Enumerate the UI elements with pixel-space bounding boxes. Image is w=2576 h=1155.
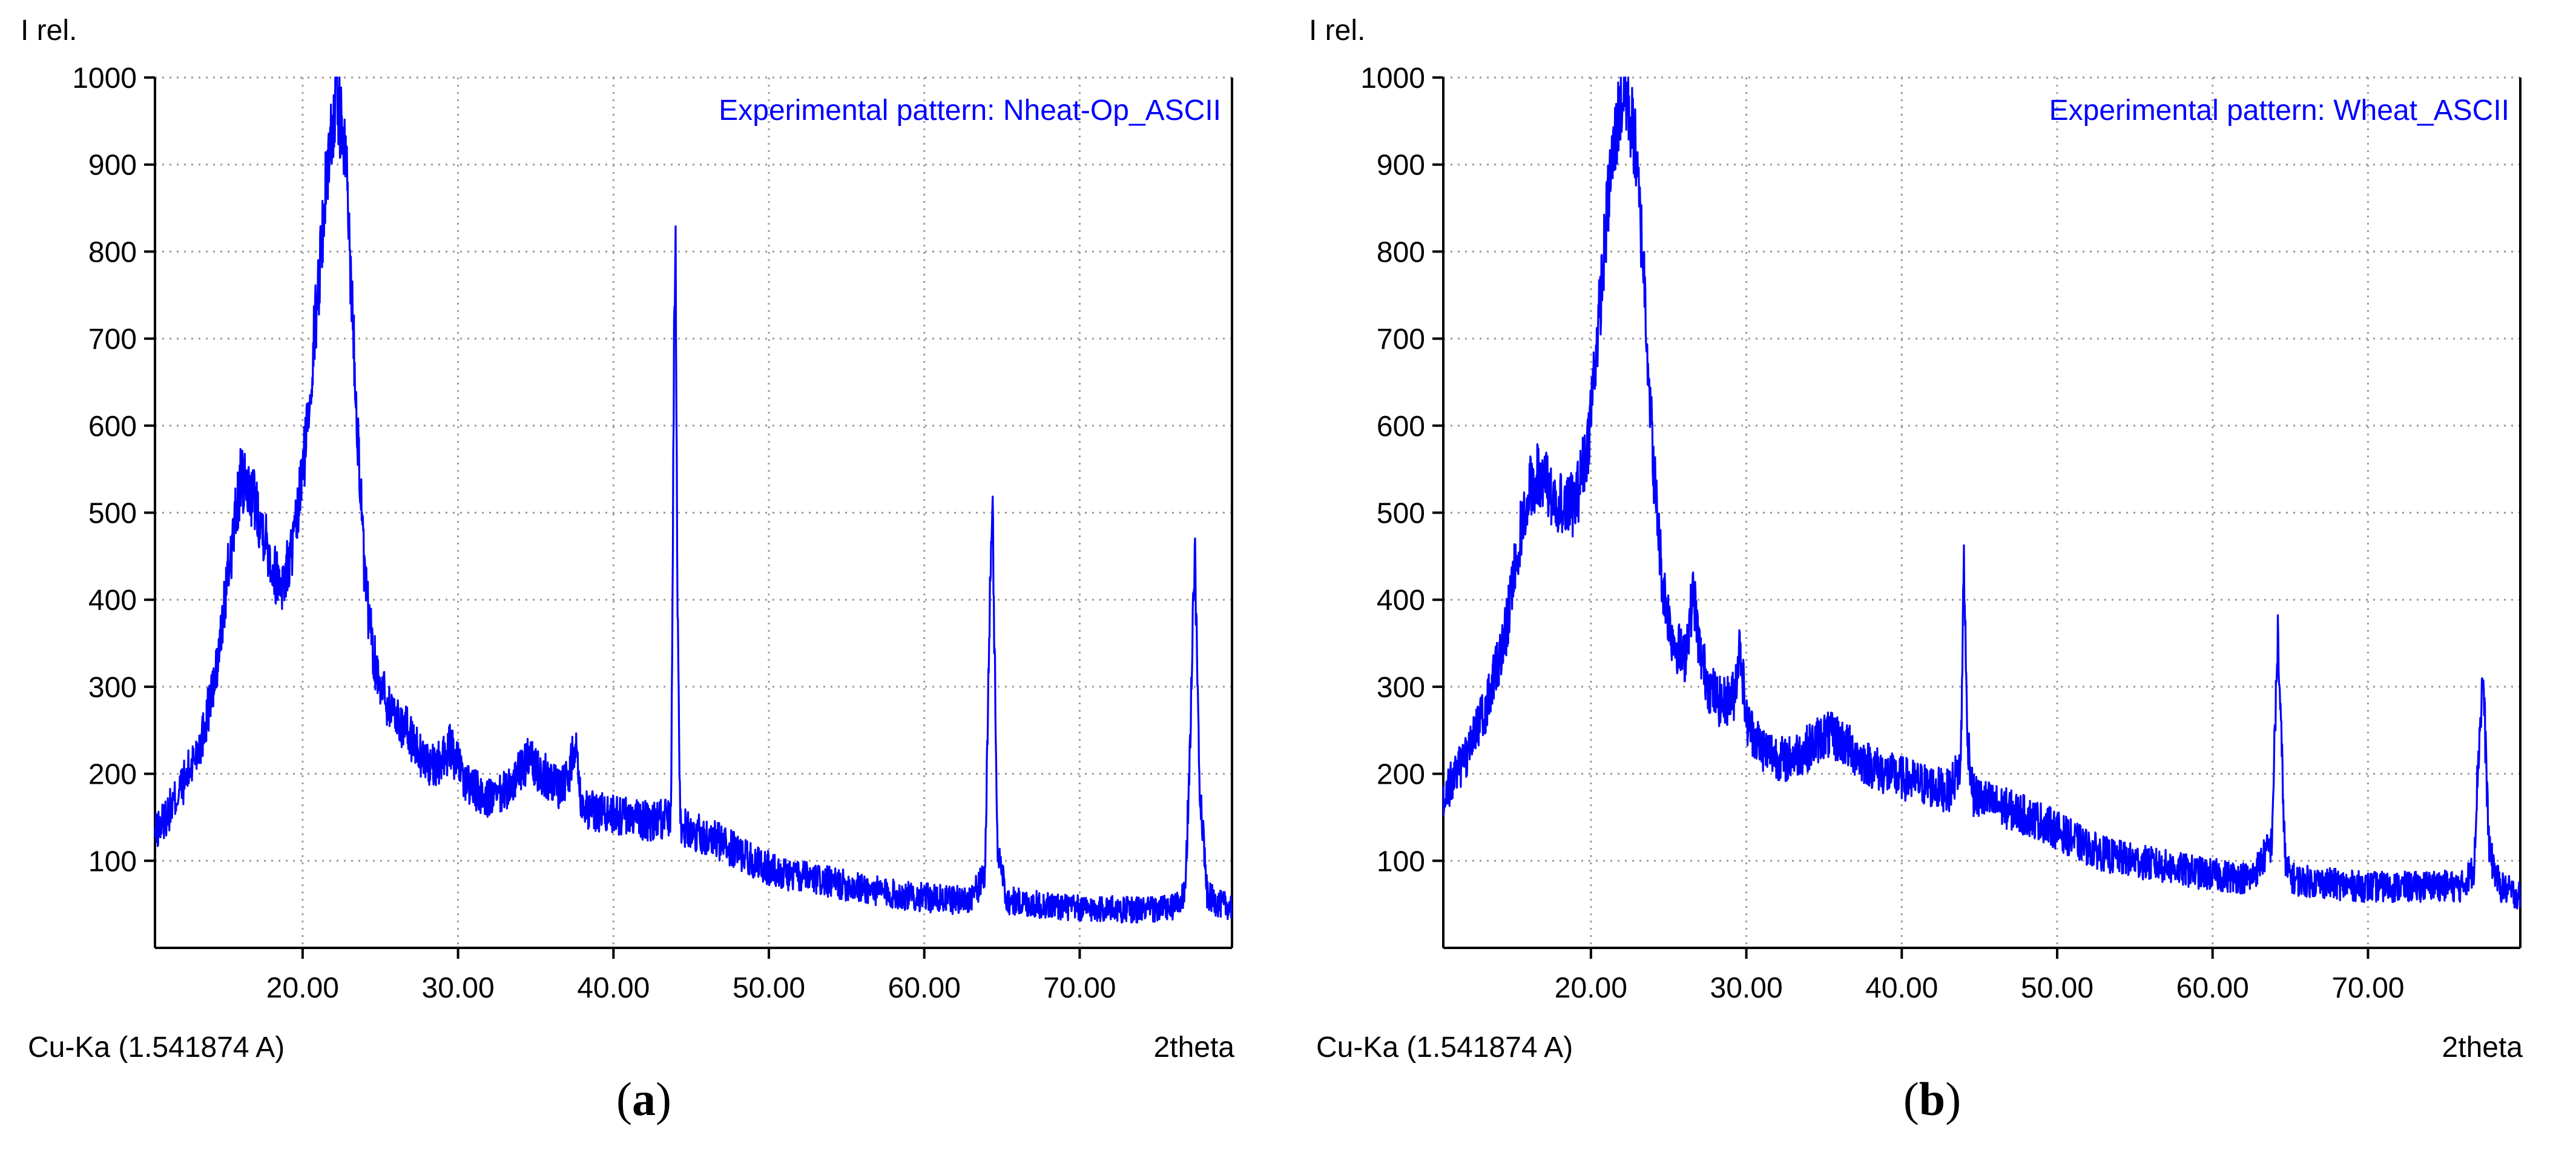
x-tick-label: 40.00 xyxy=(1865,972,1938,1004)
x-axis-label: 2theta xyxy=(1154,1031,1235,1064)
x-tick-label: 30.00 xyxy=(1710,972,1783,1004)
x-tick-label: 30.00 xyxy=(422,972,495,1004)
x-axis-label: 2theta xyxy=(2442,1031,2523,1064)
xrd-chart-a: 100 200 300 400 500 600 700 800 900 1000 20.00 30.0… xyxy=(21,15,1235,1064)
panel-label-a: (a) xyxy=(616,1073,671,1125)
radiation-label: Cu-Ka (1.541874 A) xyxy=(28,1031,285,1064)
y-axis-label: I rel. xyxy=(21,15,77,47)
x-tick-label: 50.00 xyxy=(733,972,805,1004)
x-tick-label: 20.00 xyxy=(266,972,339,1004)
series-line xyxy=(154,76,1233,924)
y-tick-label: 400 xyxy=(1377,584,1425,617)
xrd-chart-b: 100 200 300 400 500 600 700 800 900 1000 20.00 30.0… xyxy=(1309,15,2523,1064)
y-tick-label: 200 xyxy=(1377,759,1425,791)
y-tick-label: 700 xyxy=(88,323,137,356)
y-tick-label: 500 xyxy=(1377,498,1425,530)
radiation-label: Cu-Ka (1.541874 A) xyxy=(1316,1031,1573,1064)
y-tick-label: 1000 xyxy=(1360,62,1425,94)
y-tick-label: 600 xyxy=(88,411,137,443)
x-tick-label: 70.00 xyxy=(2331,972,2404,1004)
x-tick-label: 50.00 xyxy=(2021,972,2093,1004)
y-tick-label: 1000 xyxy=(72,62,137,94)
y-tick-label: 700 xyxy=(1377,323,1425,356)
x-tick-label: 40.00 xyxy=(577,972,650,1004)
y-axis-label: I rel. xyxy=(1309,15,1365,47)
legend-entry: Experimental pattern: Nheat-Op_ASCII xyxy=(719,94,1221,127)
y-tick-label: 300 xyxy=(1377,672,1425,704)
y-tick-label: 900 xyxy=(88,150,137,182)
y-tick-label: 500 xyxy=(88,498,137,530)
y-tick-label: 200 xyxy=(88,759,137,791)
x-tick-label: 60.00 xyxy=(888,972,961,1004)
series-line xyxy=(1442,76,2521,910)
panel-a: 100 200 300 400 500 600 700 800 900 1000 20.00 30.0… xyxy=(21,15,1235,1125)
y-tick-label: 100 xyxy=(88,846,137,878)
y-tick-label: 800 xyxy=(88,236,137,268)
panel-b: 100 200 300 400 500 600 700 800 900 1000 20.00 30.0… xyxy=(1288,0,2576,1155)
panel-label-b: (b) xyxy=(1903,1073,1962,1125)
y-tick-label: 300 xyxy=(88,672,137,704)
y-tick-label: 400 xyxy=(88,584,137,617)
legend-entry: Experimental pattern: Wheat_ASCII xyxy=(2049,94,2509,127)
y-tick-label: 900 xyxy=(1377,150,1425,182)
y-tick-label: 600 xyxy=(1377,411,1425,443)
x-tick-label: 20.00 xyxy=(1555,972,1627,1004)
x-tick-label: 70.00 xyxy=(1043,972,1116,1004)
x-tick-label: 60.00 xyxy=(2176,972,2249,1004)
y-tick-label: 800 xyxy=(1377,236,1425,268)
y-tick-label: 100 xyxy=(1377,846,1425,878)
